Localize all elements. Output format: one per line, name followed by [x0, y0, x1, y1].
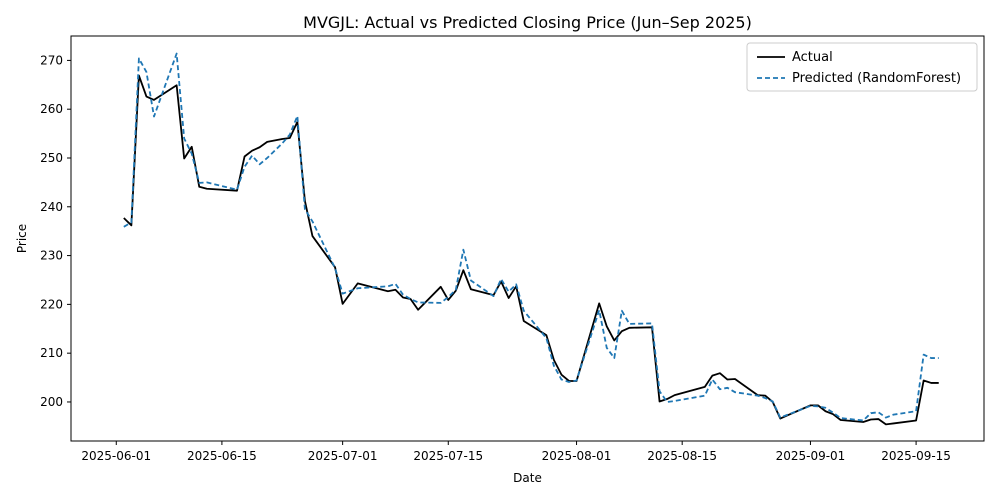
x-tick-label: 2025-07-01 [308, 449, 378, 463]
series-line-predicted [123, 52, 939, 422]
legend-label-predicted: Predicted (RandomForest) [792, 71, 961, 86]
y-tick-label: 230 [40, 249, 63, 263]
legend: Actual Predicted (RandomForest) [746, 42, 978, 92]
x-axis-label: Date [513, 471, 542, 485]
y-tick-label: 270 [40, 53, 63, 67]
y-tick-label: 250 [40, 151, 63, 165]
plot-frame [70, 35, 985, 442]
x-tick-label: 2025-06-15 [187, 449, 257, 463]
x-tick-label: 2025-09-01 [776, 449, 846, 463]
x-tick-label: 2025-08-15 [647, 449, 717, 463]
x-tick-label: 2025-09-15 [881, 449, 951, 463]
chart-title: MVGJL: Actual vs Predicted Closing Price… [303, 13, 752, 32]
legend-frame [746, 42, 978, 92]
x-tick-label: 2025-08-01 [542, 449, 612, 463]
y-tick-label: 240 [40, 200, 63, 214]
x-tick-label: 2025-07-15 [413, 449, 483, 463]
y-tick-label: 220 [40, 297, 63, 311]
x-axis: 2025-06-01 2025-06-15 2025-07-01 2025-07-15… [81, 441, 951, 463]
legend-label-actual: Actual [792, 50, 833, 65]
y-tick-label: 200 [40, 395, 63, 409]
series-line-actual [123, 74, 939, 426]
y-tick-label: 210 [40, 346, 63, 360]
series-layer [123, 52, 939, 426]
y-axis: 200 210 220 230 240 250 260 270 [40, 53, 71, 409]
x-tick-label: 2025-06-01 [81, 449, 151, 463]
y-tick-label: 260 [40, 102, 63, 116]
y-axis-label: Price [15, 224, 29, 253]
